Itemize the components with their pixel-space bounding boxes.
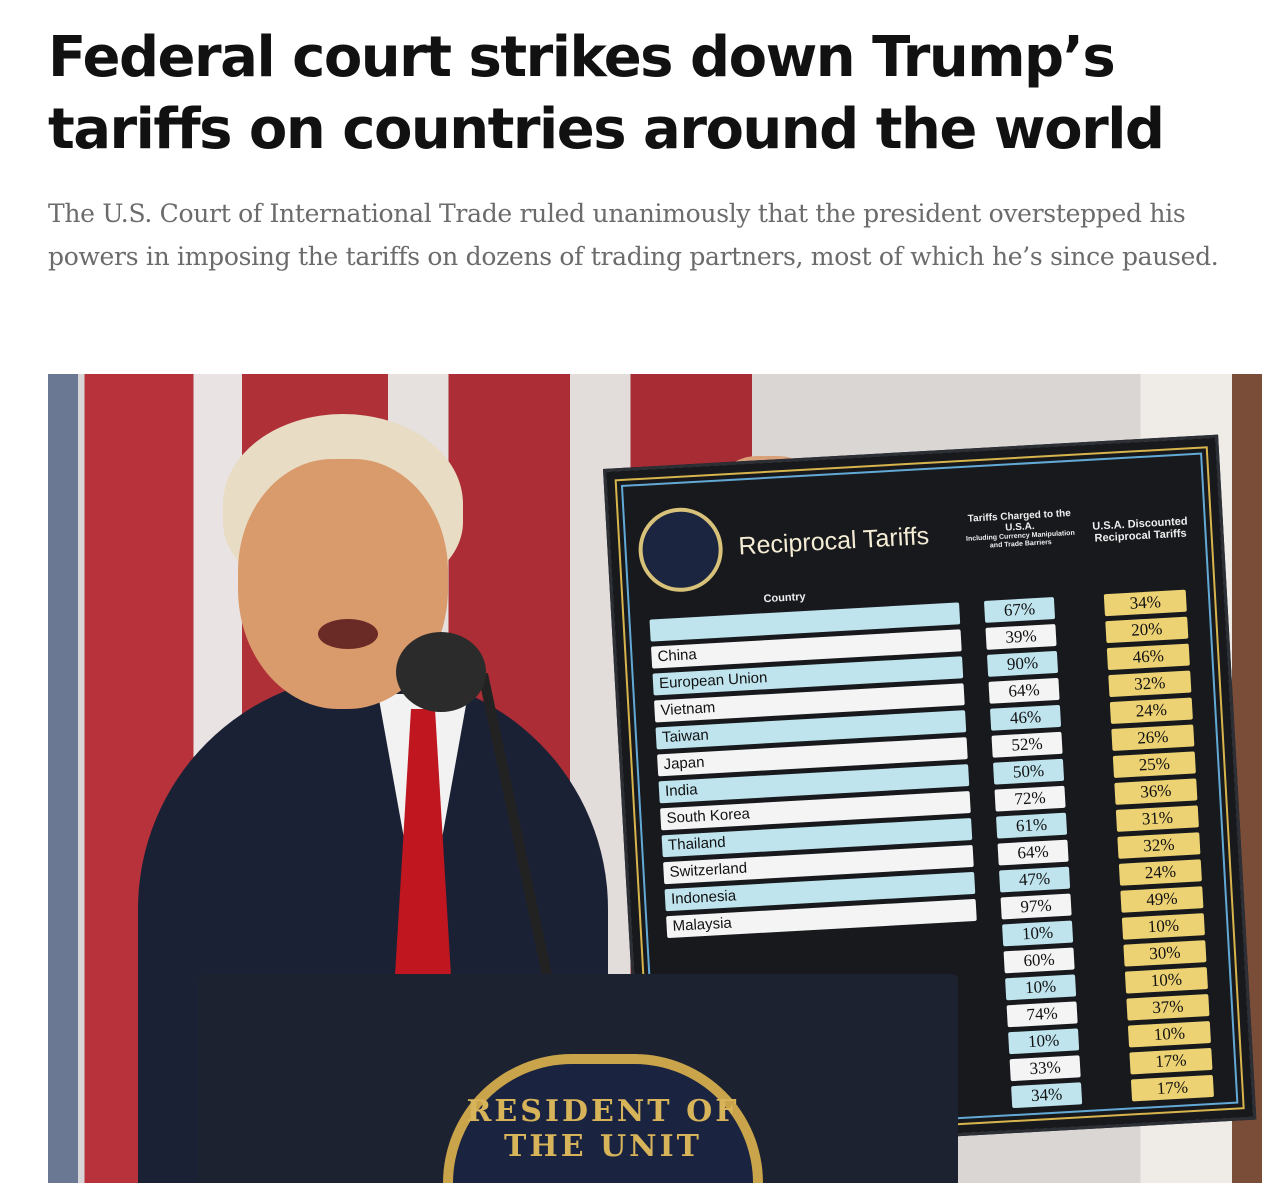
board-cell: 72% [994, 785, 1066, 812]
board-cell: 97% [1000, 893, 1072, 920]
board-cell: 74% [1006, 1001, 1078, 1028]
board-col-discounted: U.S.A. Discounted Reciprocal Tariffs [1091, 515, 1188, 545]
article-dek: The U.S. Court of International Trade ru… [48, 199, 1219, 271]
country-column: China European Union Vietnam Taiwan Japan Ind… [649, 602, 977, 943]
board-cell: 17% [1129, 1047, 1213, 1075]
board-cell: 67% [983, 597, 1056, 623]
article-headline: Federal court strikes down Trump’s tarif… [48, 25, 1165, 162]
board-title: Reciprocal Tariffs [737, 521, 930, 561]
board-cell: 61% [996, 812, 1068, 839]
board-cell: 47% [999, 866, 1071, 893]
board-cell: 20% [1105, 616, 1189, 644]
board-cell: 39% [985, 623, 1057, 650]
board-cell: 26% [1111, 724, 1195, 751]
board-cell: 46% [1106, 643, 1190, 671]
speaker-mouth [318, 619, 378, 649]
board-cell: 60% [1003, 947, 1075, 974]
presidential-seal-icon [636, 505, 725, 595]
board-cell: 32% [1108, 670, 1192, 698]
article-photo: Reciprocal Tariffs Tariffs Charged to th… [48, 374, 1262, 1183]
discounted-column: 34% 20% 46% 32% 24% 26% 25% 36% 31% 32% 24% 49% 10% 3… [1103, 589, 1215, 1107]
board-cell: 46% [989, 704, 1062, 731]
board-cell: 17% [1130, 1074, 1215, 1102]
board-cell: 10% [1124, 967, 1208, 994]
board-cell: 31% [1115, 805, 1199, 832]
board-cell: 10% [1127, 1020, 1211, 1048]
board-cell: 34% [1103, 589, 1187, 617]
board-cell: 36% [1114, 778, 1198, 805]
board-cell: 10% [1008, 1028, 1080, 1055]
board-cell: 52% [991, 731, 1063, 758]
charged-column: 67% 39% 90% 64% 46% 52% 50% 72% 61% 64% 47% 97% 10% 6… [983, 597, 1083, 1113]
podium-seal-text: RESIDENT OF THE UNIT [466, 1094, 740, 1164]
board-cell: 32% [1117, 832, 1201, 859]
board-cell: 25% [1112, 751, 1196, 778]
microphone-icon [396, 632, 486, 712]
board-cell: 90% [986, 650, 1059, 677]
board-col-country: Country [763, 590, 806, 606]
board-cell: 49% [1120, 886, 1204, 913]
board-cell: 10% [1121, 913, 1205, 940]
board-cell: 10% [1005, 974, 1077, 1001]
board-cell: 50% [993, 758, 1065, 785]
flag-canton [48, 374, 78, 1183]
board-cell: 64% [988, 677, 1060, 704]
board-cell: 33% [1009, 1055, 1081, 1082]
board-cell: 30% [1123, 940, 1207, 967]
board-col-charged: Tariffs Charged to the U.S.A. Including C… [964, 508, 1076, 552]
board-cell: 34% [1011, 1082, 1083, 1109]
board-cell: 10% [1002, 920, 1074, 947]
board-cell: 24% [1109, 697, 1193, 725]
board-cell: 64% [997, 839, 1069, 866]
board-cell: 24% [1118, 859, 1202, 886]
board-cell: 37% [1126, 994, 1210, 1021]
